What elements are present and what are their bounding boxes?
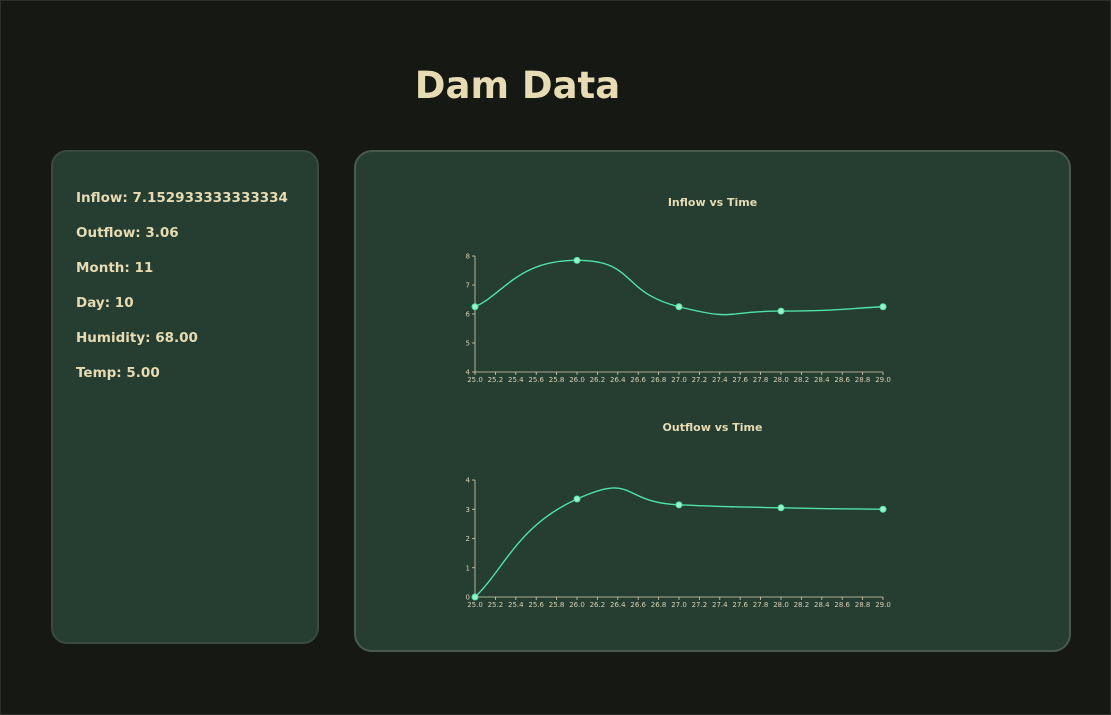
inflow-y-tick-label: 5 (466, 340, 470, 348)
inflow-x-tick-label: 26.0 (569, 376, 585, 384)
outflow-y-tick-label: 1 (466, 564, 470, 572)
chart-panel: Inflow vs Time Outflow vs Time 25.0 25.2 2… (354, 150, 1071, 652)
outflow-series-line (474, 487, 884, 598)
inflow-data-point (471, 303, 479, 311)
inflow-y-tick-label: 4 (466, 369, 471, 377)
inflow-x-tick-label: 28.4 (814, 376, 830, 384)
day-value: Day: 10 (76, 295, 134, 311)
temp-value: Temp: 5.00 (76, 365, 160, 381)
inflow-x-tick-label: 25.2 (488, 376, 504, 384)
page-title: Dam Data (414, 64, 621, 107)
inflow-x-tick-label: 27.4 (712, 376, 728, 384)
outflow-chart-title: Outflow vs Time (662, 421, 763, 434)
inflow-data-point (573, 256, 581, 264)
inflow-data-point (777, 307, 785, 315)
outflow-x-tick-label: 25.4 (508, 601, 524, 609)
inflow-x-tick-label: 27.0 (671, 376, 687, 384)
outflow-x-tick-label: 26.6 (630, 601, 646, 609)
outflow-y-tick-label: 2 (466, 535, 470, 543)
inflow-data-point (675, 303, 683, 311)
inflow-chart-title: Inflow vs Time (667, 196, 758, 209)
inflow-y-tick-label: 8 (466, 253, 470, 261)
inflow-x-tick-label: 26.4 (610, 376, 626, 384)
outflow-x-tick-label: 28.0 (773, 601, 789, 609)
outflow-x-tick-label: 26.0 (569, 601, 585, 609)
info-panel: Inflow: 7.152933333333334 Outflow: 3.06 … (51, 150, 319, 644)
inflow-x-tick-label: 28.8 (855, 376, 871, 384)
inflow-x-tick-label: 25.4 (508, 376, 524, 384)
humidity-value: Humidity: 68.00 (76, 330, 198, 346)
outflow-y-tick-label: 0 (466, 594, 470, 602)
outflow-data-point (879, 505, 887, 513)
inflow-x-tick-label: 25.0 (467, 376, 483, 384)
outflow-x-tick-label: 27.4 (712, 601, 728, 609)
outflow-y-tick-label: 3 (466, 506, 470, 514)
outflow-x-tick-label: 28.2 (794, 601, 810, 609)
month-value: Month: 11 (76, 260, 154, 276)
outflow-x-tick-label: 27.8 (753, 601, 769, 609)
inflow-x-tick-label: 28.2 (794, 376, 810, 384)
inflow-data-point (879, 303, 887, 311)
outflow-x-tick-label: 26.4 (610, 601, 626, 609)
inflow-x-tick-label: 29.0 (875, 376, 891, 384)
outflow-data-point (777, 504, 785, 512)
inflow-x-tick-label: 28.6 (834, 376, 850, 384)
outflow-data-point (675, 501, 683, 509)
inflow-x-tick-label: 25.6 (528, 376, 544, 384)
outflow-x-tick-label: 27.2 (692, 601, 708, 609)
outflow-data-point (471, 593, 479, 601)
outflow-x-tick-label: 25.8 (549, 601, 565, 609)
outflow-x-tick-label: 27.6 (732, 601, 748, 609)
inflow-y-tick-label: 7 (466, 282, 470, 290)
inflow-x-tick-label: 27.2 (692, 376, 708, 384)
inflow-y-tick-label: 6 (466, 311, 471, 319)
outflow-x-tick-label: 25.6 (528, 601, 544, 609)
outflow-data-point (573, 495, 581, 503)
outflow-x-tick-label: 29.0 (875, 601, 891, 609)
inflow-x-tick-label: 27.6 (732, 376, 748, 384)
inflow-x-tick-label: 27.8 (753, 376, 769, 384)
outflow-x-tick-label: 25.2 (488, 601, 504, 609)
outflow-x-tick-label: 26.2 (590, 601, 606, 609)
outflow-x-tick-label: 28.8 (855, 601, 871, 609)
outflow-x-tick-label: 27.0 (671, 601, 687, 609)
outflow-x-tick-label: 25.0 (467, 601, 483, 609)
line-charts: 25.0 25.2 25.4 25.6 25.8 26.0 26.2 26.4 26.6 26.8… (466, 253, 891, 610)
inflow-x-tick-label: 26.6 (630, 376, 646, 384)
inflow-value: Inflow: 7.152933333333334 (76, 190, 288, 206)
outflow-y-tick-label: 4 (466, 477, 471, 485)
inflow-x-tick-label: 25.8 (549, 376, 565, 384)
inflow-x-tick-label: 28.0 (773, 376, 789, 384)
outflow-x-tick-label: 28.6 (834, 601, 850, 609)
inflow-x-tick-label: 26.8 (651, 376, 667, 384)
outflow-x-tick-label: 26.8 (651, 601, 667, 609)
outflow-x-tick-label: 28.4 (814, 601, 830, 609)
inflow-x-tick-label: 26.2 (590, 376, 606, 384)
outflow-value: Outflow: 3.06 (76, 225, 179, 241)
